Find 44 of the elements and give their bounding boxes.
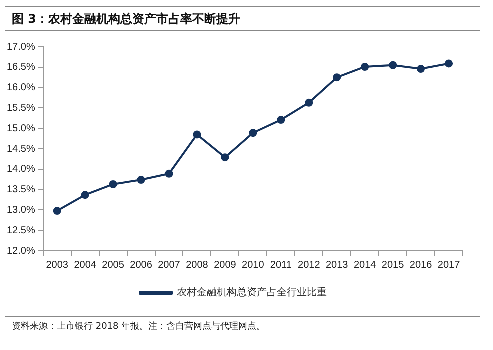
point: [389, 61, 398, 70]
point: [109, 180, 118, 188]
x-tick-label: 2003: [46, 260, 69, 271]
point: [277, 116, 286, 124]
y-tick-label: 14.5%: [6, 144, 36, 155]
y-tick-label: 15.0%: [6, 123, 36, 134]
point: [305, 98, 314, 107]
y-tick-label: 12.5%: [6, 225, 36, 236]
x-tick-label: 2011: [270, 260, 292, 271]
chart-title: 图 3：农村金融机构总资产市占率不断提升: [12, 11, 241, 28]
y-tick-label: 14.0%: [6, 164, 36, 176]
y-tick-label: 12.0%: [6, 246, 36, 257]
x-tick-label: 2016: [410, 260, 433, 271]
x-tick-label: 2015: [382, 260, 405, 271]
x-tick-label: 2005: [102, 260, 125, 271]
legend-label: 农村金融机构总资产占全行业比重: [177, 286, 327, 299]
x-tick-label: 2009: [214, 260, 237, 271]
y-tick-label: 16.0%: [6, 82, 36, 94]
x-tick-label: 2014: [354, 260, 377, 271]
point: [333, 74, 342, 82]
x-tick-label: 2017: [438, 260, 461, 271]
point: [249, 129, 258, 138]
y-tick-label: 16.5%: [6, 62, 36, 74]
text: 资料来源：上市银行 2018 年报。注：含自营网点与代理网点。: [12, 322, 266, 332]
point: [445, 60, 454, 68]
x-tick-label: 2013: [326, 260, 349, 271]
point: [53, 207, 62, 216]
point: [81, 191, 90, 200]
point: [193, 130, 202, 139]
y-tick-label: 17.0%: [6, 42, 36, 53]
y-tick-label: 15.5%: [6, 102, 36, 114]
point: [165, 170, 174, 178]
point: [361, 62, 370, 71]
x-tick-label: 2007: [158, 260, 181, 271]
y-tick-label: 13.5%: [6, 184, 36, 196]
x-tick-label: 2004: [74, 260, 97, 271]
point: [221, 154, 230, 162]
x-tick-label: 2006: [130, 260, 153, 271]
x-tick-label: 2012: [298, 260, 321, 271]
point: [417, 65, 426, 74]
x-tick-label: 2010: [242, 260, 265, 271]
y-tick-label: 13.0%: [6, 204, 36, 216]
x-tick-label: 2008: [186, 260, 209, 271]
point: [137, 176, 146, 184]
